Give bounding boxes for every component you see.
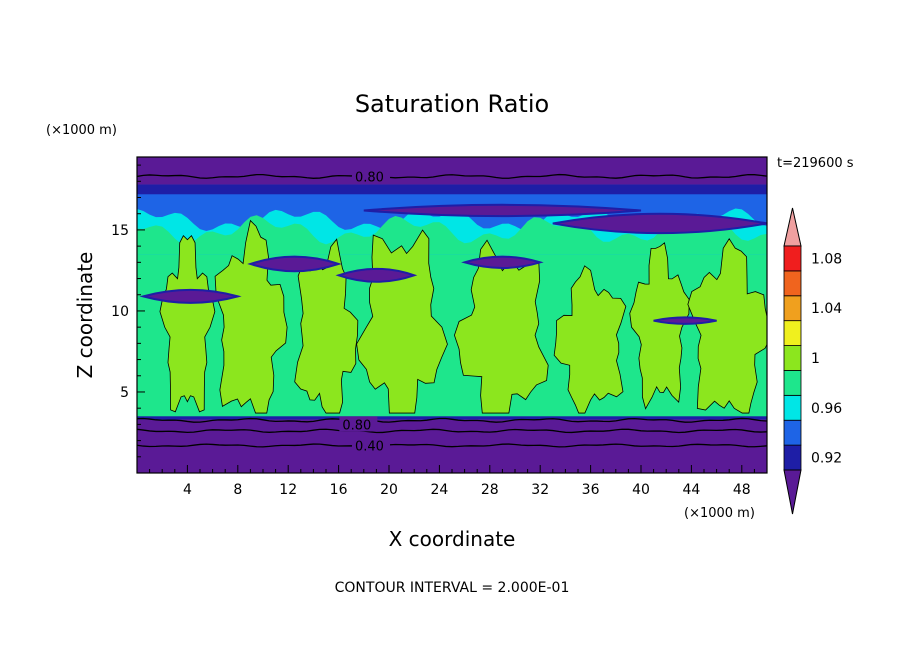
x-tick-label: 32 bbox=[531, 482, 549, 498]
colorbar-tick-label: 0.96 bbox=[811, 401, 842, 417]
contour-interval-note: CONTOUR INTERVAL = 2.000E-01 bbox=[335, 580, 570, 596]
ice-green-region bbox=[137, 215, 767, 255]
x-tick-label: 48 bbox=[733, 482, 751, 498]
y-axis-label: Z coordinate bbox=[73, 252, 97, 379]
dry-streak bbox=[461, 255, 544, 269]
contour-label: 0.80 bbox=[355, 170, 384, 185]
dry-upper-band bbox=[137, 157, 767, 185]
x-tick-label: 20 bbox=[380, 482, 398, 498]
x-tick-label: 24 bbox=[430, 482, 448, 498]
contour-label-bg bbox=[351, 168, 390, 184]
y-tick-label: 10 bbox=[111, 304, 129, 320]
x-tick-label: 16 bbox=[330, 482, 348, 498]
dry-streak bbox=[139, 288, 242, 304]
x-tick-label: 4 bbox=[183, 482, 192, 498]
contour-line-lower bbox=[137, 417, 767, 423]
colorbar-box bbox=[783, 370, 802, 396]
x-tick-label: 12 bbox=[279, 482, 297, 498]
colorbar-box bbox=[783, 320, 802, 346]
y-tick-label: 15 bbox=[111, 223, 129, 239]
y-tick-label: 5 bbox=[120, 385, 129, 401]
colorbar-max-arrow bbox=[783, 207, 802, 247]
x-tick-label: 36 bbox=[582, 482, 600, 498]
dry-streak bbox=[363, 203, 642, 218]
dry-streak bbox=[552, 212, 767, 235]
colorbar-tick-label: 1 bbox=[811, 351, 820, 367]
lower-transition-band bbox=[137, 414, 767, 420]
saturated-patch bbox=[629, 242, 690, 410]
colorbar-box bbox=[783, 419, 802, 446]
contour-labels: 0.80 0.80 0.40 bbox=[339, 168, 390, 454]
contour-lines bbox=[137, 173, 767, 448]
contour-line-lower bbox=[137, 428, 767, 434]
x-tick-label: 28 bbox=[481, 482, 499, 498]
colorbar-box bbox=[783, 394, 802, 421]
colorbar: 0.92 0.96 1 1.04 1.08 bbox=[783, 207, 842, 515]
colorbar-tick-label: 1.08 bbox=[811, 251, 842, 267]
contour-label: 0.40 bbox=[355, 439, 384, 454]
x-tick-label: 44 bbox=[682, 482, 700, 498]
contour-line-upper bbox=[137, 173, 767, 179]
colorbar-box bbox=[783, 245, 802, 272]
x-axis-label: X coordinate bbox=[389, 527, 516, 551]
x-tick-label: 8 bbox=[233, 482, 242, 498]
contour-label-bg bbox=[339, 416, 378, 432]
dry-streak bbox=[247, 255, 342, 273]
dry-streak bbox=[653, 316, 717, 325]
x-tick-label: 40 bbox=[632, 482, 650, 498]
colorbar-box bbox=[783, 444, 802, 471]
colorbar-box bbox=[783, 270, 802, 297]
saturated-patch bbox=[553, 265, 627, 414]
colorbar-tick-label: 1.04 bbox=[811, 301, 842, 317]
upper-transition-band bbox=[137, 184, 767, 195]
x-axis-ticks: 4 8 12 16 20 24 28 32 36 40 44 48 bbox=[149, 465, 755, 498]
chart-title: Saturation Ratio bbox=[355, 90, 549, 118]
saturated-patch bbox=[454, 239, 549, 414]
contour-line-lower bbox=[137, 443, 767, 448]
saturated-patch bbox=[159, 235, 216, 413]
contour-label-bg bbox=[351, 437, 390, 453]
saturated-patch bbox=[294, 238, 359, 414]
x-unit-label: (×1000 m) bbox=[684, 506, 755, 521]
colorbar-tick-label: 0.92 bbox=[811, 451, 842, 467]
colorbar-min-arrow bbox=[783, 469, 802, 515]
y-axis-ticks: 5 10 15 bbox=[111, 164, 145, 458]
colorbar-box bbox=[783, 345, 802, 371]
saturated-patch bbox=[214, 219, 288, 414]
time-label: t=219600 s bbox=[777, 156, 854, 171]
contour-label: 0.80 bbox=[342, 418, 371, 433]
y-unit-label: (×1000 m) bbox=[46, 123, 117, 138]
saturation-field bbox=[137, 157, 767, 473]
dry-streak bbox=[335, 267, 418, 283]
saturated-patch bbox=[687, 238, 767, 414]
colorbar-box bbox=[783, 295, 802, 322]
